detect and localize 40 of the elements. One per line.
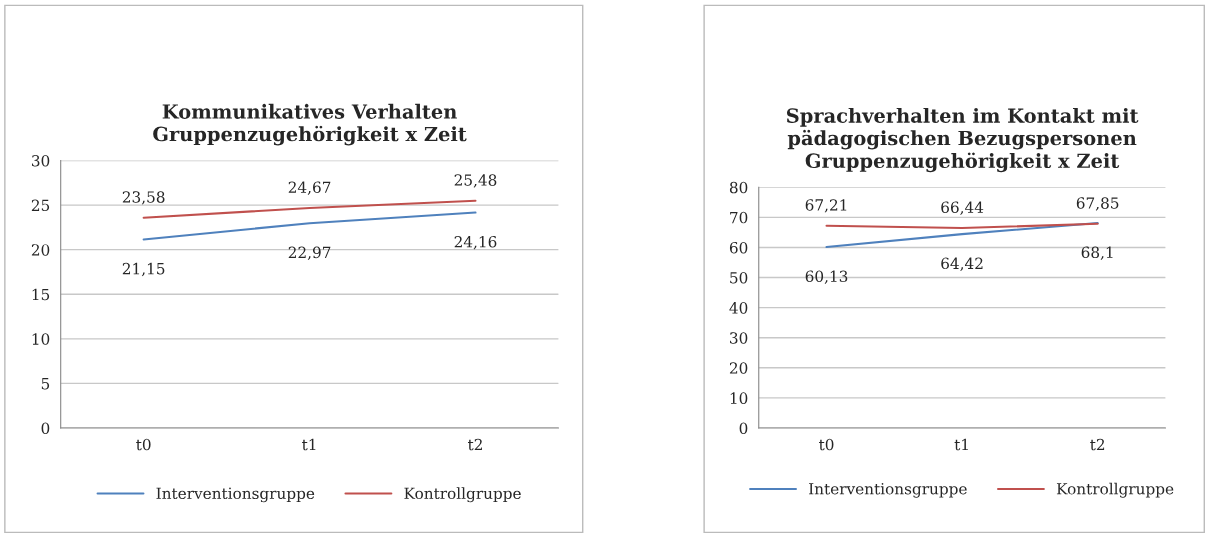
data-label: 25,48 (454, 174, 497, 188)
y-tick-label: 5 (41, 378, 50, 390)
x-tick-label: t0 (819, 438, 834, 451)
y-tick-label: 30 (730, 332, 748, 344)
y-tick-label: 0 (739, 422, 748, 435)
data-label: 22,97 (288, 246, 331, 261)
x-tick-label: t2 (467, 438, 482, 451)
y-tick-label: 25 (31, 199, 50, 212)
data-label: 64,42 (941, 257, 983, 271)
data-label: 67,85 (1076, 197, 1119, 211)
legend-label: Interventionsgruppe (156, 487, 315, 503)
data-label: 21,15 (122, 262, 165, 277)
x-tick-label: t2 (1090, 438, 1105, 451)
data-label: 60,13 (805, 270, 848, 284)
data-label: 68,1 (1081, 246, 1113, 260)
data-label: 24,67 (288, 181, 331, 195)
y-tick-label: 20 (729, 362, 748, 374)
y-tick-label: 50 (730, 272, 748, 284)
x-tick-label: t0 (136, 438, 151, 451)
data-label: 66,44 (941, 201, 984, 215)
y-tick-label: 15 (32, 288, 50, 301)
y-tick-label: 60 (729, 241, 748, 254)
chart-title: Sprachverhalten im Kontakt mit pädagogischen Bezugspersonen Gruppenzugehörigkeit x Zeit (786, 107, 1139, 173)
y-tick-label: 40 (729, 302, 748, 314)
legend-label: Interventionsgruppe (809, 483, 967, 498)
y-tick-label: 20 (31, 244, 50, 256)
x-tick-label: t1 (302, 438, 316, 451)
y-tick-label: 80 (729, 181, 748, 194)
chart-title: Kommunikatives Verhalten Gruppenzugehörigkeit x Zeit (153, 103, 467, 146)
data-label: 67,21 (805, 199, 847, 213)
data-label: 23,58 (122, 191, 165, 205)
data-label: 24,16 (454, 236, 497, 250)
y-tick-label: 70 (730, 211, 748, 224)
x-tick-label: t1 (954, 438, 968, 451)
legend-label: Kontrollgruppe (404, 487, 521, 503)
y-tick-label: 30 (32, 154, 50, 167)
legend-label: Kontrollgruppe (1056, 482, 1174, 498)
y-tick-label: 10 (32, 333, 50, 345)
y-tick-label: 0 (41, 422, 50, 435)
y-tick-label: 10 (730, 392, 748, 404)
